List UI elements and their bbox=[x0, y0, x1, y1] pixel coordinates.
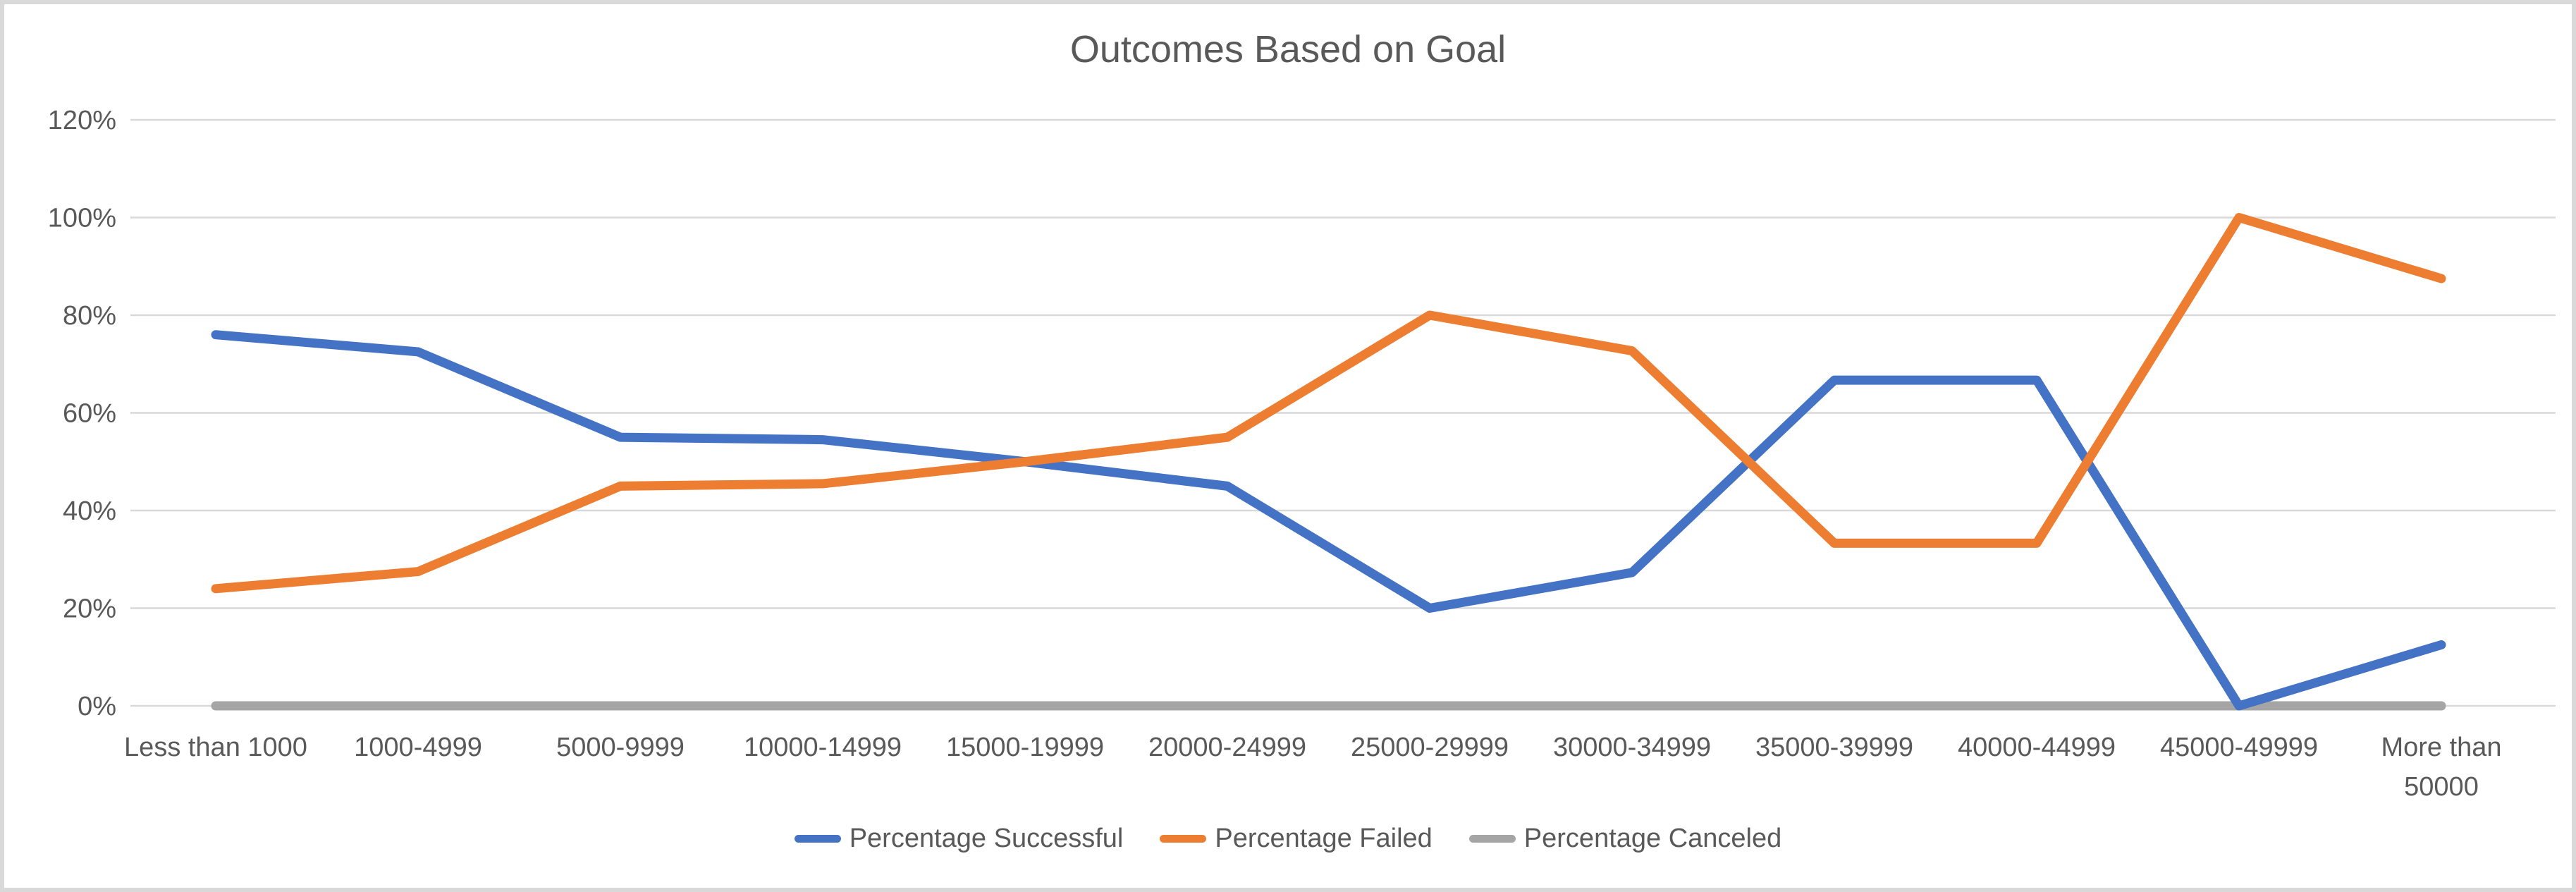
legend-item-percentage-canceled[interactable]: Percentage Canceled bbox=[1468, 824, 1782, 854]
x-axis-category-label: 1000-4999 bbox=[354, 733, 482, 762]
legend-swatch-successful-line bbox=[794, 835, 841, 843]
series-line-percentage-successful[interactable] bbox=[211, 330, 2446, 711]
x-axis-category-label: 40000-44999 bbox=[1958, 733, 2116, 762]
x-axis-category-label: More than 50000 bbox=[2381, 733, 2501, 802]
legend-label-canceled: Percentage Canceled bbox=[1523, 824, 1782, 853]
legend-label-failed: Percentage Failed bbox=[1215, 824, 1433, 853]
y-axis-tick-label: 40% bbox=[63, 496, 116, 526]
y-axis-tick-label: 20% bbox=[63, 594, 116, 624]
x-axis-category-label: 15000-19999 bbox=[946, 733, 1104, 762]
series-line-percentage-failed[interactable] bbox=[211, 213, 2446, 594]
legend: Percentage Successful Percentage Failed … bbox=[0, 824, 2576, 854]
x-axis-category-label: 35000-39999 bbox=[1755, 733, 1913, 762]
x-axis-category-label: 10000-14999 bbox=[744, 733, 902, 762]
legend-item-percentage-successful[interactable]: Percentage Successful bbox=[794, 824, 1124, 854]
x-axis-category-label: 25000-29999 bbox=[1351, 733, 1509, 762]
legend-swatch-failed-line bbox=[1160, 835, 1207, 843]
y-axis-tick-label: 0% bbox=[78, 692, 116, 721]
x-axis-category-label: 5000-9999 bbox=[556, 733, 685, 762]
y-axis-tick-label: 60% bbox=[63, 399, 116, 429]
chart-title: Outcomes Based on Goal bbox=[1069, 28, 1507, 71]
x-axis-category-label: 20000-24999 bbox=[1148, 733, 1306, 762]
x-axis-category-label: Less than 1000 bbox=[124, 733, 307, 762]
y-axis-tick-label: 80% bbox=[63, 301, 116, 331]
x-axis-category-label: 45000-49999 bbox=[2160, 733, 2318, 762]
y-axis-tick-label: 120% bbox=[48, 106, 116, 135]
legend-item-percentage-failed[interactable]: Percentage Failed bbox=[1160, 824, 1433, 854]
legend-label-successful: Percentage Successful bbox=[849, 824, 1124, 853]
x-axis-category-label: 30000-34999 bbox=[1553, 733, 1711, 762]
legend-swatch-canceled-line bbox=[1468, 835, 1516, 843]
y-axis-tick-label: 100% bbox=[48, 204, 116, 233]
